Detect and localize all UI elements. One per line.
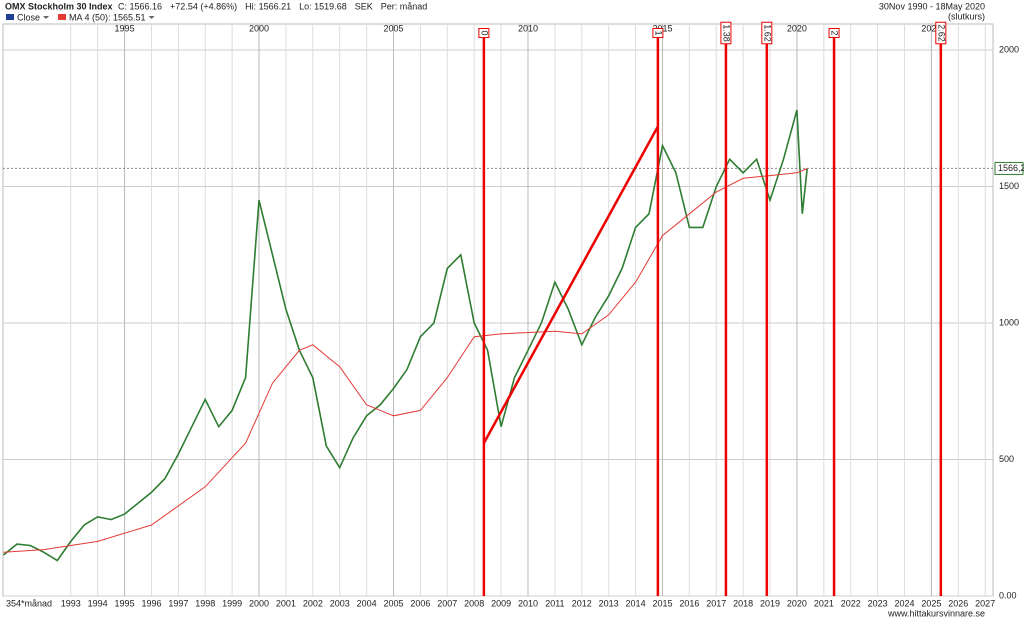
x-tick-label: 2012	[572, 598, 592, 608]
info-text: +72.54 (+4.86%)	[170, 1, 237, 11]
x-tick-label: 2018	[733, 598, 753, 608]
x-tick-label: 2027	[975, 598, 995, 608]
fib-label-box	[761, 21, 773, 45]
x-tick-label: 2025	[921, 598, 941, 608]
x-tick-label: 2024	[895, 598, 915, 608]
legend-arrow	[43, 16, 50, 19]
x-tick-label: 2023	[868, 598, 888, 608]
fib-label: 0	[480, 30, 490, 35]
x-tick-label: 2001	[276, 598, 296, 608]
x-tick-label: 1998	[195, 598, 215, 608]
period-label: 354*månad	[6, 598, 52, 608]
x-tick-label: 2006	[410, 598, 430, 608]
series-line	[2, 109, 808, 562]
x-tick-label: 2007	[437, 598, 457, 608]
info-text: Lo: 1519.68	[299, 1, 347, 11]
x-tick-label: 1999	[222, 598, 242, 608]
top-tick-label: 2005	[383, 23, 403, 33]
top-tick-label: 2000	[249, 23, 269, 33]
chart-title: OMX Stockholm 30 Index	[5, 1, 113, 11]
x-tick-label: 2014	[626, 598, 646, 608]
x-tick-label: 1994	[88, 598, 108, 608]
y-tick-label: 2000	[999, 44, 1019, 54]
x-tick-label: 2008	[464, 598, 484, 608]
y-tick-label: 0.00	[999, 590, 1017, 600]
fib-label-box	[478, 27, 490, 39]
info-text: SEK	[355, 1, 373, 11]
fib-label-box	[828, 27, 840, 39]
x-tick-label: 2002	[303, 598, 323, 608]
legend-arrow	[148, 16, 155, 19]
legend-label: MA 4 (50): 1565.51	[69, 12, 146, 22]
x-tick-label: 2019	[760, 598, 780, 608]
y-tick-label: 500	[999, 454, 1014, 464]
source: www.hittakursvinnare.se	[887, 608, 985, 618]
x-tick-label: 2026	[948, 598, 968, 608]
fib-label-box	[935, 21, 947, 45]
fib-label: 2.62	[936, 24, 946, 42]
info-text: Per: månad	[381, 1, 428, 11]
top-tick-label: 2020	[787, 23, 807, 33]
last-price-box	[994, 161, 1024, 175]
x-tick-label: 2010	[518, 598, 538, 608]
x-tick-label: 2000	[249, 598, 269, 608]
x-tick-label: 2017	[706, 598, 726, 608]
top-tick-label: 2010	[518, 23, 538, 33]
date-range: 30Nov 1990 - 18May 2020	[879, 1, 985, 11]
x-tick-label: 2009	[491, 598, 511, 608]
fib-label: 2	[830, 30, 840, 35]
x-tick-label: 2020	[787, 598, 807, 608]
x-tick-label: 2022	[841, 598, 861, 608]
legend-label: Close	[17, 12, 40, 22]
fib-label-box	[652, 27, 664, 39]
x-tick-label: 2011	[545, 598, 564, 608]
x-tick-label: 2015	[652, 598, 672, 608]
fib-label: 1	[654, 30, 664, 35]
fib-label: 1.62	[762, 24, 772, 42]
legend-swatch	[58, 14, 67, 20]
x-tick-label: 1995	[115, 598, 135, 608]
top-tick-label: 2025	[921, 23, 941, 33]
x-tick-label: 1996	[141, 598, 161, 608]
x-tick-label: 2004	[357, 598, 377, 608]
x-tick-label: 2003	[330, 598, 350, 608]
info-text: C: 1566.16	[118, 1, 162, 11]
x-tick-label: 2016	[679, 598, 699, 608]
x-tick-label: 1993	[61, 598, 81, 608]
fib-label: 1.38	[722, 24, 732, 42]
y-tick-label: 1500	[999, 181, 1019, 191]
x-tick-label: 1997	[168, 598, 188, 608]
y-tick-label: 1000	[999, 317, 1019, 327]
price-type: (slutkurs)	[948, 11, 985, 21]
info-text: Hi: 1566.21	[245, 1, 291, 11]
x-tick-label: 2013	[599, 598, 619, 608]
top-tick-label: 1995	[115, 23, 135, 33]
last-price-label: 1566,2	[998, 163, 1024, 173]
x-tick-label: 2021	[814, 598, 834, 608]
fib-label-box	[720, 21, 732, 45]
legend-swatch	[6, 14, 14, 20]
trend-line	[482, 125, 659, 444]
series-line	[3, 168, 808, 553]
x-tick-label: 2005	[383, 598, 403, 608]
